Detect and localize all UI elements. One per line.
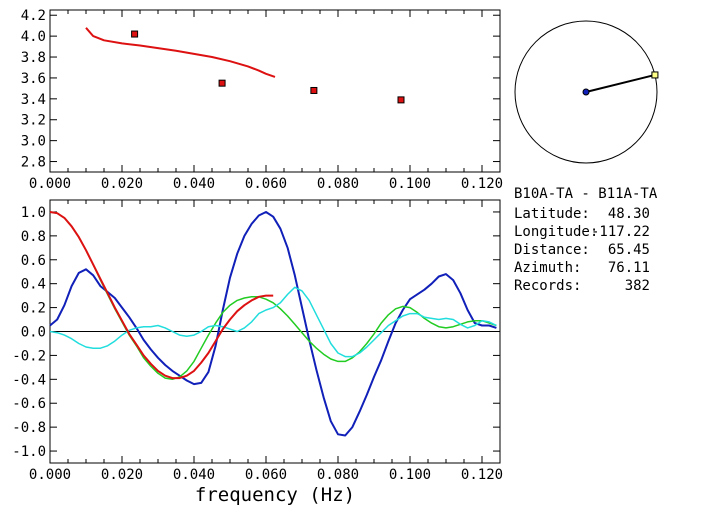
top-ytick-label: 3.8 — [21, 50, 46, 66]
top-ytick-label: 4.2 — [21, 8, 46, 24]
bottom-xtick-label: 0.100 — [389, 467, 431, 483]
top-ytick-label: 3.6 — [21, 71, 46, 87]
info-latitude-label: Latitude: — [514, 206, 590, 222]
bottom-xtick-label: 0.000 — [29, 467, 71, 483]
bottom-xtick-label: 0.020 — [101, 467, 143, 483]
info-distance-value: 65.45 — [608, 242, 650, 258]
bottom-xtick-label: 0.080 — [317, 467, 359, 483]
azimuth-inset — [514, 20, 659, 164]
top-xtick-label: 0.060 — [245, 176, 287, 192]
bottom-series-blue-line — [49, 211, 497, 437]
bottom-xtick-label: 0.040 — [173, 467, 215, 483]
top-point — [397, 96, 405, 104]
correlation-panel: 0.000 0.020 0.040 0.060 0.080 0.100 0.120 1.0 0.… — [12, 199, 503, 506]
azimuth-line — [585, 73, 656, 93]
top-xtick-label: 0.020 — [101, 176, 143, 192]
bottom-series-red-line — [49, 211, 274, 380]
top-xtick-label: 0.100 — [389, 176, 431, 192]
top-xtick-label: 0.000 — [29, 176, 71, 192]
dispersion-panel: 0.000 0.020 0.040 0.060 0.080 0.100 0.120 2.8 3.… — [21, 8, 503, 192]
bottom-ytick-label: 0.6 — [21, 253, 46, 269]
bottom-xtick-label: 0.120 — [461, 467, 503, 483]
azimuth-circle — [514, 20, 658, 164]
top-point — [131, 30, 139, 38]
info-longitude-label: Longitude: — [514, 224, 598, 240]
top-ytick-label: 3.2 — [21, 113, 46, 129]
bottom-ytick-label: 0.0 — [21, 325, 46, 341]
top-xtick-label: 0.080 — [317, 176, 359, 192]
bottom-series-cyan-line — [49, 286, 497, 358]
bottom-xaxis-title: frequency (Hz) — [195, 484, 355, 506]
station-info: B10A-TA - B11A-TA Latitude: 48.30 Longit… — [514, 186, 658, 294]
bottom-ytick-label: -0.4 — [12, 372, 46, 388]
info-longitude-value: -117.22 — [591, 224, 650, 240]
bottom-ytick-label: -1.0 — [12, 444, 46, 460]
top-series-red-line — [85, 27, 276, 78]
top-frame — [49, 9, 501, 173]
bottom-ytick-label: 0.8 — [21, 229, 46, 245]
origin-station-marker — [582, 88, 590, 96]
top-xtick-label: 0.040 — [173, 176, 215, 192]
info-records-value: 382 — [625, 278, 650, 294]
info-latitude-value: 48.30 — [608, 206, 650, 222]
top-ytick-label: 3.4 — [21, 92, 46, 108]
bottom-ytick-label: 0.4 — [21, 277, 46, 293]
target-station-marker — [651, 71, 659, 79]
bottom-ytick-label: -0.6 — [12, 396, 46, 412]
info-azimuth-value: 76.11 — [608, 260, 650, 276]
info-azimuth-label: Azimuth: — [514, 260, 581, 276]
bottom-ytick-label: -0.8 — [12, 420, 46, 436]
top-ytick-label: 4.0 — [21, 29, 46, 45]
top-point — [218, 79, 226, 87]
bottom-ytick-label: 0.2 — [21, 301, 46, 317]
bottom-ytick-label: -0.2 — [12, 348, 46, 364]
bottom-xtick-label: 0.060 — [245, 467, 287, 483]
top-point — [310, 86, 318, 94]
info-distance-label: Distance: — [514, 242, 590, 258]
top-xtick-label: 0.120 — [461, 176, 503, 192]
info-records-label: Records: — [514, 278, 581, 294]
top-ytick-label: 2.8 — [21, 155, 46, 171]
bottom-ytick-label: 1.0 — [21, 205, 46, 221]
station-pair-label: B10A-TA - B11A-TA — [514, 186, 658, 202]
top-ytick-label: 3.0 — [21, 134, 46, 150]
